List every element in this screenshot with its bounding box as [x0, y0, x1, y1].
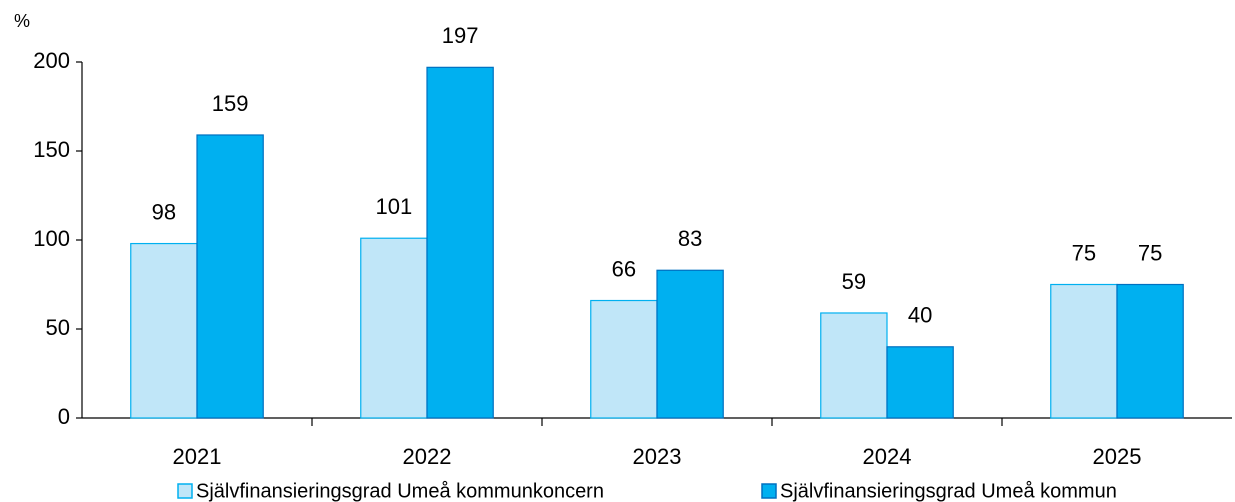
y-axis-label: %	[14, 11, 30, 31]
data-label: 40	[908, 303, 932, 328]
bar	[820, 312, 888, 419]
legend-swatch	[761, 483, 777, 499]
x-tick-label: 2025	[1093, 444, 1142, 469]
bar	[886, 346, 954, 419]
data-label: 159	[212, 91, 249, 116]
data-label: 75	[1072, 240, 1096, 265]
bar	[130, 242, 198, 419]
data-label: 98	[152, 199, 176, 224]
y-tick-label: 0	[58, 404, 70, 429]
data-label: 59	[842, 269, 866, 294]
bar	[1050, 283, 1118, 419]
y-tick-label: 50	[46, 315, 70, 340]
y-tick-label: 150	[33, 137, 70, 162]
data-label: 83	[678, 226, 702, 251]
legend-label: Självfinansieringsgrad Umeå kommun	[780, 480, 1117, 502]
bar	[1116, 283, 1184, 419]
y-tick-label: 200	[33, 48, 70, 73]
x-tick-label: 2024	[863, 444, 912, 469]
bar	[656, 269, 724, 419]
bar	[590, 299, 658, 419]
y-tick-label: 100	[33, 226, 70, 251]
legend-label: Självfinansieringsgrad Umeå kommunkoncer…	[196, 480, 604, 502]
x-tick-label: 2022	[403, 444, 452, 469]
data-label: 75	[1138, 240, 1162, 265]
data-label: 197	[442, 23, 479, 48]
bar	[196, 134, 264, 419]
x-tick-label: 2023	[633, 444, 682, 469]
bar	[360, 237, 428, 419]
x-tick-label: 2021	[173, 444, 222, 469]
bar	[426, 66, 494, 419]
legend-swatch	[177, 483, 193, 499]
data-label: 101	[376, 194, 413, 219]
data-label: 66	[612, 256, 636, 281]
